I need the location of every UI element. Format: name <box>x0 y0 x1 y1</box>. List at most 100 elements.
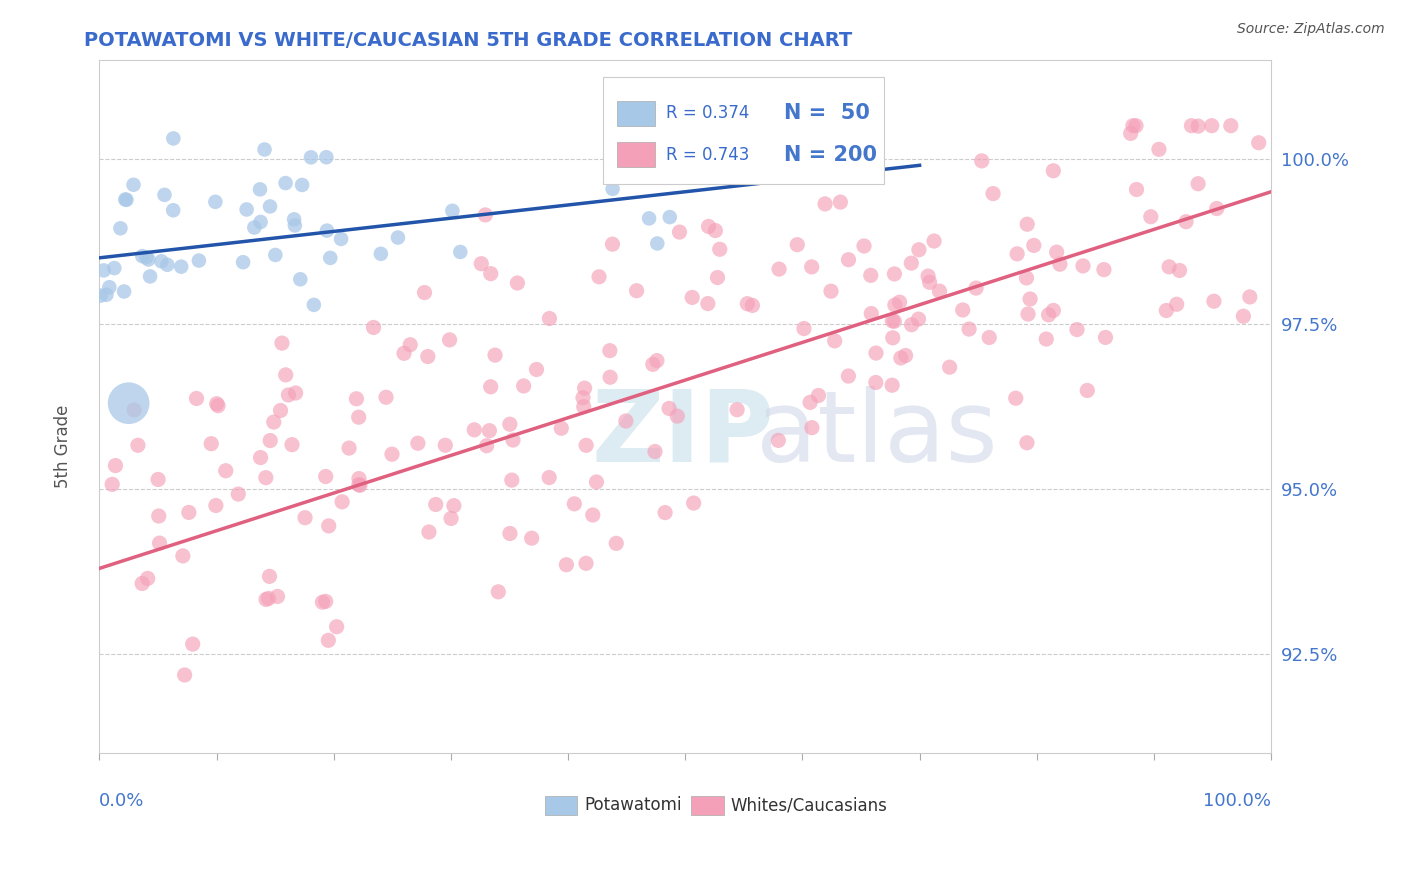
Point <box>463 423 485 437</box>
Point <box>644 444 666 458</box>
Point <box>1166 297 1188 311</box>
Point <box>136 571 159 585</box>
Point <box>475 439 498 453</box>
Point <box>370 247 392 261</box>
Point <box>325 620 347 634</box>
Point <box>793 321 815 335</box>
Point <box>270 403 292 417</box>
Point <box>1071 259 1094 273</box>
Point <box>318 519 340 533</box>
Point <box>575 557 598 571</box>
Point <box>865 376 887 390</box>
Point <box>520 531 543 545</box>
Point <box>1042 303 1064 318</box>
Point <box>316 224 339 238</box>
Point <box>882 331 904 345</box>
Point <box>153 187 176 202</box>
Point <box>425 498 447 512</box>
Point <box>1015 271 1038 285</box>
Point <box>538 311 561 326</box>
Point <box>440 511 463 525</box>
Point <box>1046 245 1069 260</box>
Point <box>416 350 439 364</box>
Point <box>1187 119 1209 133</box>
Point <box>1076 384 1098 398</box>
Point <box>917 269 939 284</box>
Point <box>883 267 905 281</box>
Point <box>127 438 149 452</box>
Point <box>363 320 385 334</box>
Point <box>768 262 790 277</box>
Point <box>315 150 337 164</box>
Point <box>626 284 648 298</box>
Point <box>1232 310 1254 324</box>
Point <box>479 267 502 281</box>
Point <box>375 390 398 404</box>
Point <box>499 526 522 541</box>
Point <box>187 253 209 268</box>
Point <box>173 668 195 682</box>
Point <box>249 450 271 465</box>
Point <box>207 399 229 413</box>
Point <box>668 225 690 239</box>
Point <box>526 362 548 376</box>
Point <box>981 186 1004 201</box>
Point <box>965 281 987 295</box>
Point <box>277 388 299 402</box>
Point <box>291 178 314 192</box>
Point <box>859 268 882 283</box>
Point <box>148 509 170 524</box>
Point <box>139 269 162 284</box>
Point <box>249 182 271 196</box>
Point <box>1049 257 1071 271</box>
Point <box>883 314 905 328</box>
Point <box>148 536 170 550</box>
Point <box>654 506 676 520</box>
Point <box>890 351 912 365</box>
Point <box>1042 163 1064 178</box>
Point <box>1038 308 1060 322</box>
Point <box>474 208 496 222</box>
Point <box>582 508 605 522</box>
FancyBboxPatch shape <box>692 796 724 815</box>
Point <box>205 499 228 513</box>
Point <box>800 420 823 434</box>
Point <box>614 414 637 428</box>
Point <box>585 475 607 489</box>
Text: atlas: atlas <box>755 385 997 483</box>
Point <box>170 260 193 274</box>
Text: R = 0.374: R = 0.374 <box>666 104 749 122</box>
Text: Source: ZipAtlas.com: Source: ZipAtlas.com <box>1237 22 1385 37</box>
Point <box>271 336 294 351</box>
Point <box>970 153 993 168</box>
Point <box>800 260 823 274</box>
Point <box>1005 247 1028 261</box>
Point <box>820 284 842 298</box>
Point <box>115 193 138 207</box>
Point <box>347 477 370 491</box>
Point <box>110 221 132 235</box>
Point <box>162 131 184 145</box>
Point <box>112 285 135 299</box>
Point <box>837 369 859 384</box>
Point <box>1168 263 1191 277</box>
Point <box>499 417 522 432</box>
Point <box>908 243 931 257</box>
Point <box>181 637 204 651</box>
Point <box>274 176 297 190</box>
Point <box>200 436 222 450</box>
Point <box>602 182 624 196</box>
Point <box>249 215 271 229</box>
Point <box>439 333 461 347</box>
Point <box>709 242 731 256</box>
Point <box>186 392 208 406</box>
Point <box>894 349 917 363</box>
Point <box>135 250 157 264</box>
Point <box>337 441 360 455</box>
Point <box>853 239 876 253</box>
Point <box>1035 332 1057 346</box>
Point <box>837 252 859 267</box>
Point <box>641 357 664 371</box>
Point <box>274 368 297 382</box>
Point <box>172 549 194 563</box>
